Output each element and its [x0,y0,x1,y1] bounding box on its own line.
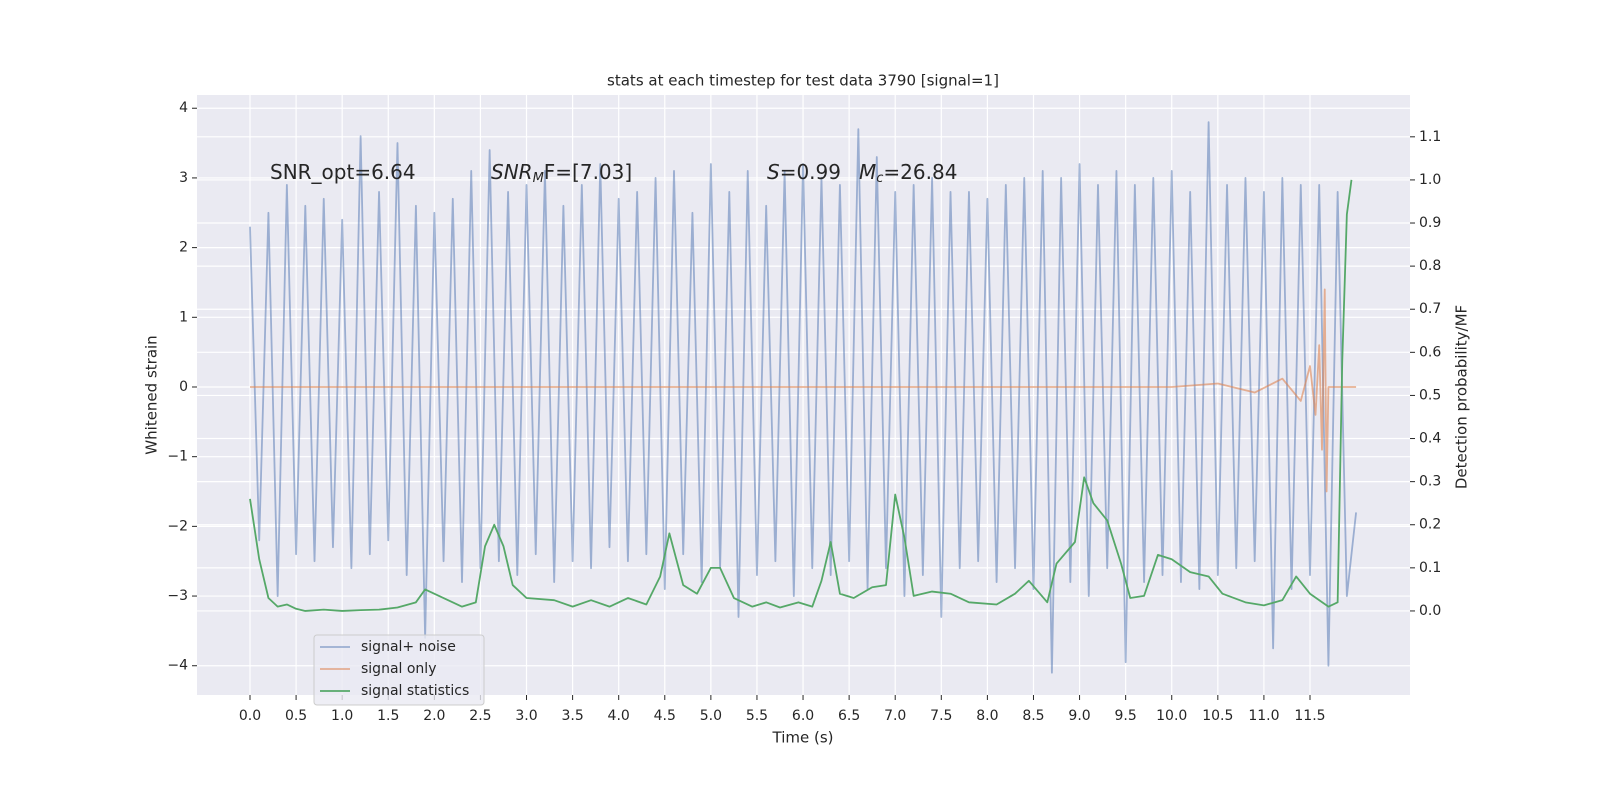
x-tick-label: 3.0 [515,708,537,724]
annotation-part: SNR [491,160,533,184]
y-tick-label: −1 [167,449,188,465]
y-tick-label: 4 [179,100,188,116]
series-line [249,121,1357,674]
x-axis-label: Time (s) [772,729,834,747]
x-tick-label: 7.5 [930,708,952,724]
y2-tick-label: 1.1 [1419,129,1441,145]
y2-tick-label: 0.9 [1419,215,1441,231]
annotation: SNRMF=[7.03] [491,160,632,186]
y2-tick-label: 1.0 [1419,172,1441,188]
x-tick-label: 11.5 [1294,708,1325,724]
annotation: SNR_opt=6.64 [270,160,416,184]
y2-tick-label: 0.8 [1419,258,1441,274]
y2-tick-label: 0.1 [1419,560,1441,576]
x-tick-label: 6.5 [838,708,860,724]
y-tick-label: 1 [179,309,188,325]
annotation-part: M [859,160,876,184]
y-tick-label: −2 [167,518,188,534]
x-tick-label: 8.5 [1022,708,1044,724]
annotation-part: F=[7.03] [544,160,632,184]
x-tick-label: 1.5 [377,708,399,724]
y2-tick-label: 0.6 [1419,344,1441,360]
annotation-part: SNR_opt=6.64 [270,160,416,184]
y2-tick-label: 0.3 [1419,474,1441,490]
y-tick-label: 3 [179,170,188,186]
annotation-part: c [876,171,883,186]
y-tick-label: 0 [179,379,188,395]
legend-label: signal+ noise [361,639,456,655]
annotation: S=0.99 [767,160,841,184]
chart-title: stats at each timestep for test data 379… [607,72,999,90]
legend-box [313,634,485,706]
x-tick-label: 9.5 [1115,708,1137,724]
annotation: Mc=26.84 [859,160,957,186]
x-tick-label: 2.5 [469,708,491,724]
annotation-part: M [533,171,544,186]
y-tick-label: −4 [167,658,188,674]
y-tick-label: −3 [167,588,188,604]
y2-tick-label: 0.4 [1419,431,1441,447]
x-tick-label: 0.0 [239,708,261,724]
legend-label: signal only [361,661,436,677]
annotation-part: =26.84 [883,160,957,184]
x-tick-label: 5.5 [746,708,768,724]
y2-tick-label: 0.5 [1419,387,1441,403]
x-tick-label: 1.0 [331,708,353,724]
x-tick-label: 11.0 [1248,708,1279,724]
legend-label: signal statistics [361,683,469,699]
x-tick-label: 8.0 [976,708,998,724]
annotation-part: S [767,160,780,184]
x-tick-label: 4.5 [654,708,676,724]
x-tick-label: 10.0 [1156,708,1187,724]
y-tick-label: 2 [179,240,188,256]
series-line [250,288,1357,493]
y2-axis-label: Detection probability/MF [1453,305,1471,489]
y2-tick-label: 0.7 [1419,301,1441,317]
x-tick-label: 6.0 [792,708,814,724]
x-tick-label: 9.0 [1068,708,1090,724]
y-axis-label: Whitened strain [143,335,161,454]
x-tick-label: 5.0 [700,708,722,724]
y2-tick-label: 0.2 [1419,517,1441,533]
x-tick-label: 7.0 [884,708,906,724]
x-tick-label: 10.5 [1202,708,1233,724]
y2-tick-label: 0.0 [1419,603,1441,619]
x-tick-label: 0.5 [285,708,307,724]
annotation-part: =0.99 [780,160,841,184]
x-tick-label: 4.0 [608,708,630,724]
x-tick-label: 2.0 [423,708,445,724]
x-tick-label: 3.5 [561,708,583,724]
series-line [249,179,1353,612]
